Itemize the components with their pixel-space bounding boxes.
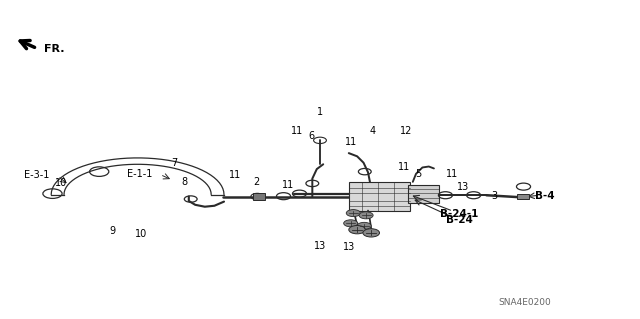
Text: 2: 2 xyxy=(253,177,259,187)
Text: B-24: B-24 xyxy=(446,215,473,225)
Text: 12: 12 xyxy=(399,126,412,136)
Text: E-3-1: E-3-1 xyxy=(24,170,49,181)
Text: 10: 10 xyxy=(54,178,67,189)
Text: 11: 11 xyxy=(229,170,242,181)
Circle shape xyxy=(344,220,358,227)
Circle shape xyxy=(363,229,380,237)
Text: 11: 11 xyxy=(398,162,411,172)
Text: 9: 9 xyxy=(109,226,115,236)
Text: B-24-1: B-24-1 xyxy=(440,209,479,219)
Bar xyxy=(517,194,529,199)
Circle shape xyxy=(357,222,371,229)
Text: 11: 11 xyxy=(291,126,303,136)
Text: 4: 4 xyxy=(369,126,376,136)
Text: E-1-1: E-1-1 xyxy=(127,169,152,179)
Text: 13: 13 xyxy=(457,182,470,192)
Text: 6: 6 xyxy=(308,130,315,141)
Text: 1: 1 xyxy=(317,107,323,117)
Text: 10: 10 xyxy=(134,229,147,240)
Text: 11: 11 xyxy=(344,137,357,147)
Text: 3: 3 xyxy=(491,191,497,201)
Text: 5: 5 xyxy=(415,169,421,179)
Text: 11: 11 xyxy=(282,180,294,190)
Bar xyxy=(253,193,265,200)
Text: 11: 11 xyxy=(445,169,458,179)
Circle shape xyxy=(359,212,373,219)
Text: 13: 13 xyxy=(314,241,326,251)
Bar xyxy=(349,182,410,211)
Text: 8: 8 xyxy=(181,177,188,187)
Text: B-4: B-4 xyxy=(536,191,555,201)
Text: 7: 7 xyxy=(171,158,177,168)
Text: SNA4E0200: SNA4E0200 xyxy=(499,298,551,307)
Text: FR.: FR. xyxy=(44,44,64,54)
Bar xyxy=(408,185,439,203)
Circle shape xyxy=(346,210,360,217)
Circle shape xyxy=(349,226,365,234)
Text: 13: 13 xyxy=(342,242,355,252)
